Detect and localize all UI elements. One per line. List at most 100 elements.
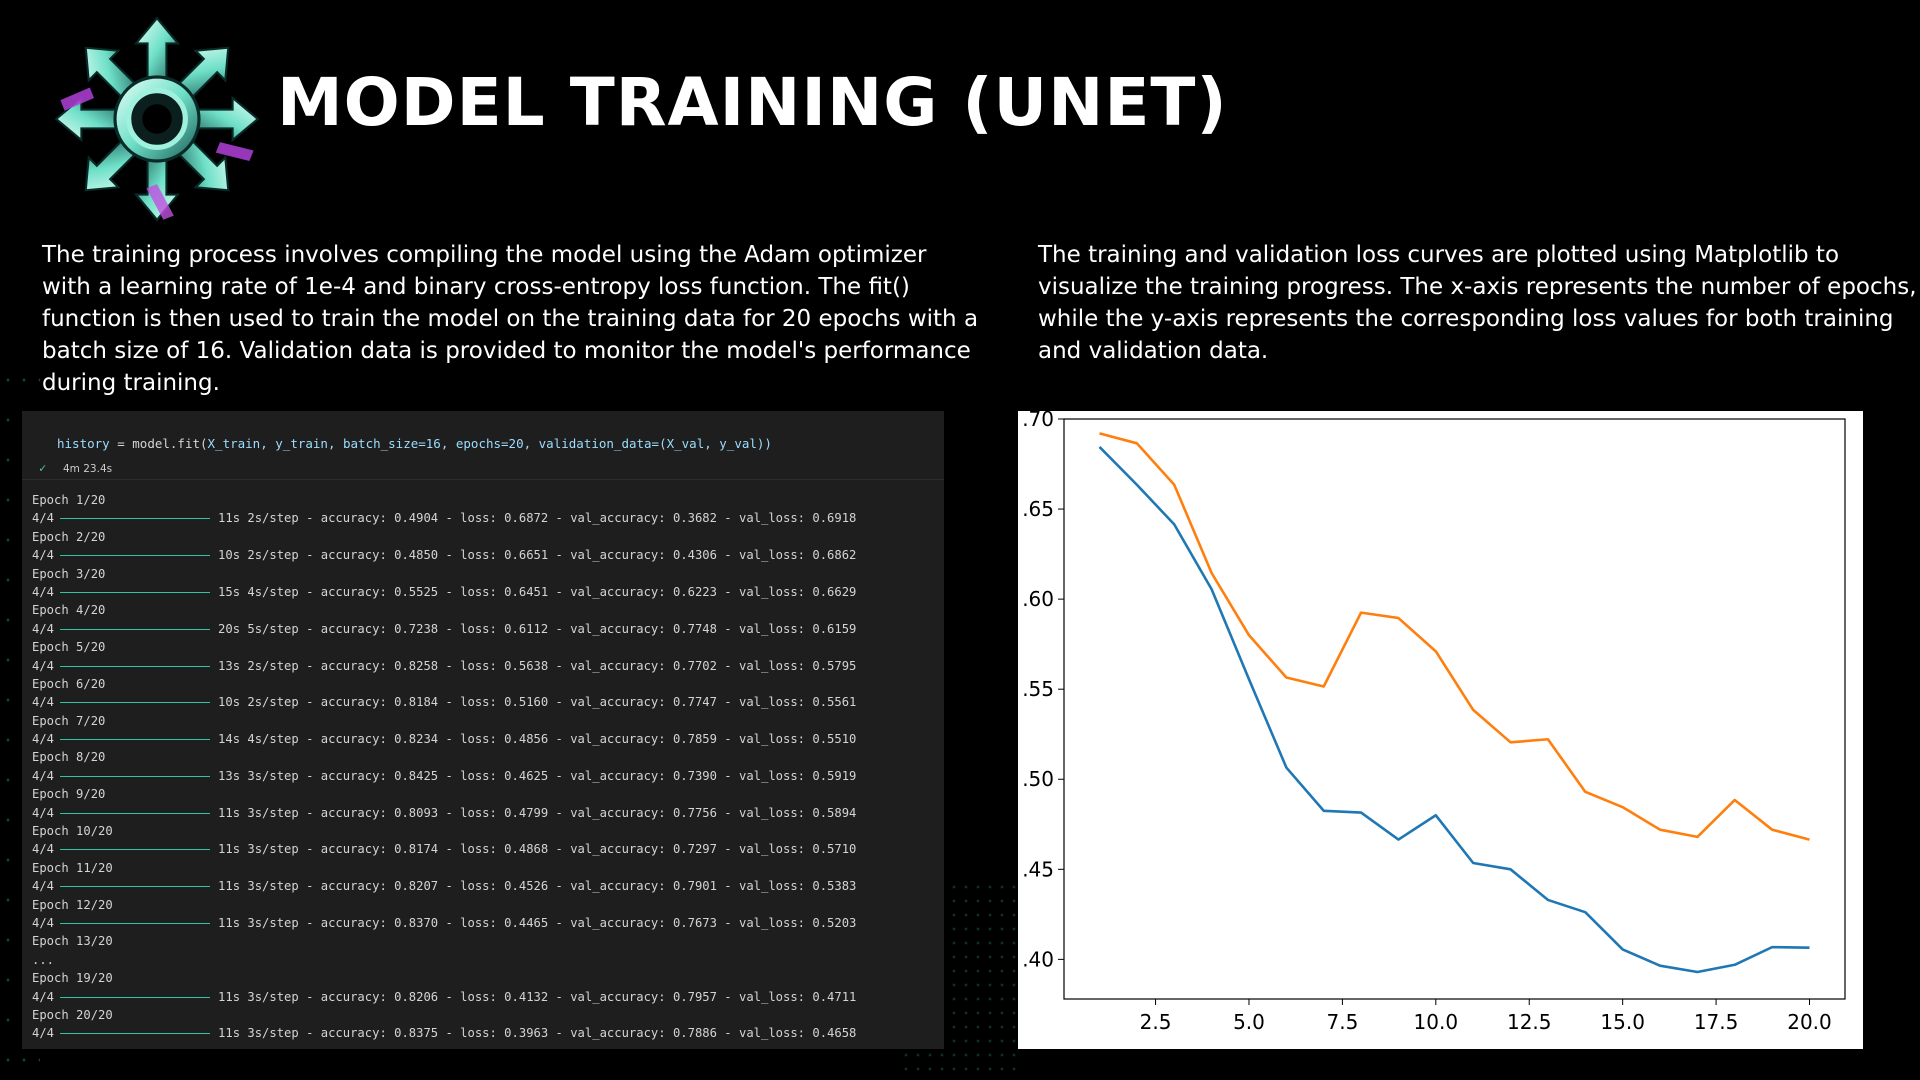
code-var: history xyxy=(57,436,110,451)
epoch-line: Epoch 6/20 xyxy=(32,675,856,693)
epoch-line: Epoch 8/20 xyxy=(32,748,856,766)
epoch-line: Epoch 20/20 xyxy=(32,1006,856,1024)
progress-bar xyxy=(60,629,210,630)
step-stats: 11s 3s/step - accuracy: 0.8207 - loss: 0… xyxy=(218,879,856,893)
step-stats: 11s 3s/step - accuracy: 0.8093 - loss: 0… xyxy=(218,806,856,820)
x-tick-label: 7.5 xyxy=(1326,1010,1358,1034)
epoch-line: Epoch 7/20 xyxy=(32,712,856,730)
step-stats: 13s 2s/step - accuracy: 0.8258 - loss: 0… xyxy=(218,659,856,673)
loss-curve-description: The training and validation loss curves … xyxy=(1038,239,1918,367)
loss-chart-svg: .70 .65 .60 .55 .50 .45 .40 2.5 5.0 7.5 10.0 12.5 15… xyxy=(1018,411,1863,1049)
step-count: 4/4 xyxy=(32,732,54,746)
progress-bar xyxy=(60,776,210,777)
step-line: 4/4 13s 2s/step - accuracy: 0.8258 - loss… xyxy=(32,657,856,675)
step-line: 4/4 11s 3s/step - accuracy: 0.8206 - loss… xyxy=(32,988,856,1006)
progress-bar xyxy=(60,518,210,519)
step-count: 4/4 xyxy=(32,1026,54,1040)
epoch-line: Epoch 3/20 xyxy=(32,565,856,583)
step-line: 4/4 10s 2s/step - accuracy: 0.8184 - loss… xyxy=(32,693,856,711)
progress-bar xyxy=(60,555,210,556)
x-tick-label: 12.5 xyxy=(1507,1010,1552,1034)
progress-bar xyxy=(60,886,210,887)
step-count: 4/4 xyxy=(32,622,54,636)
progress-bar xyxy=(60,923,210,924)
progress-bar xyxy=(60,702,210,703)
epoch-line: Epoch 19/20 xyxy=(32,969,856,987)
epoch-line: Epoch 11/20 xyxy=(32,859,856,877)
step-stats: 11s 3s/step - accuracy: 0.8375 - loss: 0… xyxy=(218,1026,856,1040)
step-stats: 11s 3s/step - accuracy: 0.8206 - loss: 0… xyxy=(218,990,856,1004)
epoch-line: Epoch 4/20 xyxy=(32,601,856,619)
cell-output: Epoch 1/20 4/4 11s 2s/step - accuracy: 0.4… xyxy=(32,491,856,1043)
x-tick-label: 15.0 xyxy=(1600,1010,1645,1034)
step-line: 4/4 11s 3s/step - accuracy: 0.8370 - loss… xyxy=(32,914,856,932)
gear-logo-icon xyxy=(52,14,262,224)
progress-bar xyxy=(60,739,210,740)
loss-chart: .70 .65 .60 .55 .50 .45 .40 2.5 5.0 7.5 10.0 12.5 15… xyxy=(1018,411,1863,1049)
y-tick-label: .40 xyxy=(1022,947,1054,971)
y-tick-label: .70 xyxy=(1022,411,1054,431)
plot-frame xyxy=(1064,419,1845,999)
progress-bar xyxy=(60,1033,210,1034)
epoch-line: Epoch 13/20 xyxy=(32,932,856,950)
code-cell-input[interactable]: history = model.fit(X_train, y_train, ba… xyxy=(22,411,944,480)
step-line: 4/4 14s 4s/step - accuracy: 0.8234 - loss… xyxy=(32,730,856,748)
step-line: 4/4 10s 2s/step - accuracy: 0.4850 - loss… xyxy=(32,546,856,564)
epoch-line: Epoch 10/20 xyxy=(32,822,856,840)
code-line: history = model.fit(X_train, y_train, ba… xyxy=(57,436,772,451)
code-fn: = model.fit( xyxy=(110,436,208,451)
progress-bar xyxy=(60,997,210,998)
x-tick-label: 17.5 xyxy=(1694,1010,1739,1034)
step-line: 4/4 11s 3s/step - accuracy: 0.8174 - loss… xyxy=(32,840,856,858)
notebook-cell: history = model.fit(X_train, y_train, ba… xyxy=(22,411,944,1049)
epoch-line: Epoch 1/20 xyxy=(32,491,856,509)
epoch-line: Epoch 5/20 xyxy=(32,638,856,656)
step-line: 4/4 15s 4s/step - accuracy: 0.5525 - loss… xyxy=(32,583,856,601)
step-line: 4/4 11s 3s/step - accuracy: 0.8093 - loss… xyxy=(32,804,856,822)
x-tick-label: 20.0 xyxy=(1787,1010,1832,1034)
step-stats: 15s 4s/step - accuracy: 0.5525 - loss: 0… xyxy=(218,585,856,599)
step-stats: 11s 2s/step - accuracy: 0.4904 - loss: 0… xyxy=(218,511,856,525)
step-stats: 13s 3s/step - accuracy: 0.8425 - loss: 0… xyxy=(218,769,856,783)
progress-bar xyxy=(60,813,210,814)
step-count: 4/4 xyxy=(32,990,54,1004)
epoch-line: Epoch 12/20 xyxy=(32,896,856,914)
training-description: The training process involves compiling … xyxy=(42,239,982,399)
step-stats: 10s 2s/step - accuracy: 0.4850 - loss: 0… xyxy=(218,548,856,562)
execution-time: 4m 23.4s xyxy=(63,463,112,475)
progress-bar xyxy=(60,666,210,667)
step-count: 4/4 xyxy=(32,548,54,562)
step-line: 4/4 20s 5s/step - accuracy: 0.7238 - loss… xyxy=(32,620,856,638)
code-args: X_train, y_train, batch_size=16, epochs=… xyxy=(208,436,772,451)
step-stats: 20s 5s/step - accuracy: 0.7238 - loss: 0… xyxy=(218,622,856,636)
step-count: 4/4 xyxy=(32,879,54,893)
epoch-line: Epoch 2/20 xyxy=(32,528,856,546)
val-loss-line xyxy=(1100,433,1810,839)
step-count: 4/4 xyxy=(32,585,54,599)
page-title: MODEL TRAINING (UNET) xyxy=(277,70,1228,136)
x-tick-label: 5.0 xyxy=(1233,1010,1265,1034)
y-tick-label: .65 xyxy=(1022,497,1054,521)
step-line: 4/4 11s 2s/step - accuracy: 0.4904 - loss… xyxy=(32,509,856,527)
x-tick-label: 10.0 xyxy=(1414,1010,1459,1034)
progress-bar xyxy=(60,849,210,850)
progress-bar xyxy=(60,592,210,593)
y-tick-label: .45 xyxy=(1022,857,1054,881)
step-count: 4/4 xyxy=(32,806,54,820)
y-tick-label: .50 xyxy=(1022,767,1054,791)
step-count: 4/4 xyxy=(32,842,54,856)
step-stats: 10s 2s/step - accuracy: 0.8184 - loss: 0… xyxy=(218,695,856,709)
step-count: 4/4 xyxy=(32,695,54,709)
y-tick-label: .60 xyxy=(1022,587,1054,611)
check-icon: ✓ xyxy=(39,461,46,475)
epoch-line: ... xyxy=(32,951,856,969)
step-stats: 11s 3s/step - accuracy: 0.8174 - loss: 0… xyxy=(218,842,856,856)
epoch-line: Epoch 9/20 xyxy=(32,785,856,803)
step-line: 4/4 11s 3s/step - accuracy: 0.8375 - loss… xyxy=(32,1024,856,1042)
step-line: 4/4 11s 3s/step - accuracy: 0.8207 - loss… xyxy=(32,877,856,895)
y-tick-label: .55 xyxy=(1022,677,1054,701)
x-tick-label: 2.5 xyxy=(1140,1010,1172,1034)
step-count: 4/4 xyxy=(32,511,54,525)
train-loss-line xyxy=(1100,447,1810,972)
step-line: 4/4 13s 3s/step - accuracy: 0.8425 - loss… xyxy=(32,767,856,785)
